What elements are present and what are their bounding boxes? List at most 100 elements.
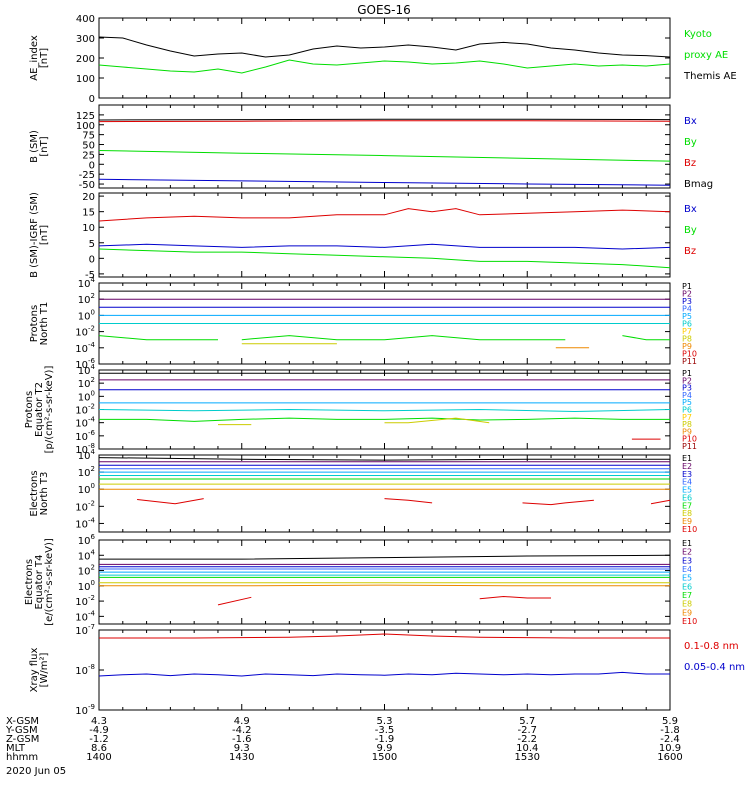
y-axis-label: [nT] <box>39 48 50 68</box>
ephemeris-value: -2.2 <box>517 734 537 745</box>
y-tick-label: 10-9 <box>75 703 95 717</box>
y-tick-label: 10-6 <box>75 429 95 443</box>
y-tick-label: 106 <box>78 533 96 547</box>
series-line <box>98 457 670 461</box>
y-axis-label: Equator T2 <box>34 382 45 437</box>
y-tick-label: 400 <box>76 14 95 25</box>
legend-entry: E8 <box>682 509 692 518</box>
legend-entry: E10 <box>682 617 697 626</box>
ephemeris-value: 9.9 <box>377 743 393 754</box>
y-tick-label: 10-4 <box>75 609 95 623</box>
ephemeris-value: -4.9 <box>89 725 109 736</box>
legend-entry: Kyoto <box>684 29 712 40</box>
series-line <box>99 554 671 560</box>
ephemeris-label: Y-GSM <box>5 725 38 736</box>
legend-entry: P3 <box>682 384 692 393</box>
legend-entry: P5 <box>682 398 692 407</box>
legend-entry: E6 <box>682 493 692 502</box>
ephemeris-value: -1.8 <box>660 725 680 736</box>
panel-3: -5 0 5 10 15 20 B (SM)-IGRF (SM) [nT] Bx By Bz <box>29 192 697 281</box>
legend-entry: P5 <box>682 312 692 321</box>
legend-entry: P1 <box>682 369 692 378</box>
y-tick-label: 104 <box>78 276 96 290</box>
y-axis-label: Equator T4 <box>34 555 45 610</box>
series-line <box>98 335 218 341</box>
legend-entry: E7 <box>682 591 692 600</box>
y-axis-label: Protons <box>24 391 35 428</box>
series-line <box>137 498 204 505</box>
y-tick-label: 15 <box>82 208 95 219</box>
y-tick-label: 10-2 <box>75 594 95 608</box>
legend-entry: E5 <box>682 574 692 583</box>
legend-entry: Bmag <box>684 179 713 190</box>
legend-entry: E2 <box>682 462 692 471</box>
y-axis-label: Protons <box>29 305 40 342</box>
legend-entry: P10 <box>682 350 697 359</box>
legend-entry: P10 <box>682 435 697 444</box>
y-axis-label: Xray flux <box>29 648 40 693</box>
panel-frame <box>98 192 671 278</box>
y-axis-label: North T1 <box>39 302 50 346</box>
legend-entry: E9 <box>682 608 692 617</box>
legend-entry: E8 <box>682 600 692 609</box>
series-line <box>622 335 670 341</box>
series-line <box>98 36 671 58</box>
y-tick-label: 10-4 <box>75 416 95 430</box>
y-axis-label: B (SM)-IGRF (SM) <box>29 192 40 278</box>
y-tick-label: 0 <box>89 254 95 265</box>
legend-entry: E4 <box>682 565 692 574</box>
series-line <box>98 59 671 74</box>
series-line <box>99 584 670 587</box>
y-axis-label: North T3 <box>39 472 50 516</box>
y-tick-label: 10-2 <box>75 499 95 513</box>
y-axis-label: [W/m²] <box>39 652 50 687</box>
legend-entry: By <box>684 225 697 236</box>
ephemeris-value: 10.9 <box>659 743 681 754</box>
y-tick-label: 50 <box>82 141 95 152</box>
series-line <box>98 671 670 677</box>
y-tick-label: 102 <box>78 564 95 578</box>
legend-entry: proxy AE <box>684 50 728 61</box>
y-axis-label: [nT] <box>39 136 50 156</box>
panel-frame <box>98 454 671 533</box>
y-tick-label: -5 <box>85 270 95 281</box>
series-line <box>479 595 551 600</box>
legend-entry: P8 <box>682 420 692 429</box>
ephemeris-value: 5.7 <box>519 716 535 727</box>
series-line <box>99 417 670 422</box>
legend-entry: E1 <box>682 454 692 463</box>
y-axis-label: [p/(cm²-s-sr-keV)] <box>44 366 55 454</box>
series-line <box>99 633 670 639</box>
legend-entry: P9 <box>682 342 692 351</box>
series-line <box>650 499 671 505</box>
y-tick-label: 10-4 <box>75 341 95 355</box>
y-tick-label: 25 <box>82 150 95 161</box>
legend-entry: E3 <box>682 470 692 479</box>
y-tick-label: 20 <box>82 192 95 203</box>
legend-entry: By <box>684 137 697 148</box>
y-axis-label: Electrons <box>29 470 40 516</box>
ephemeris-value: -1.9 <box>375 734 395 745</box>
legend-entry: Bz <box>684 158 696 169</box>
series-line <box>384 417 490 424</box>
legend-entry: Themis AE <box>683 71 737 82</box>
legend-entry: P8 <box>682 335 692 344</box>
legend-entry: E4 <box>682 478 692 487</box>
ephemeris-value: -4.2 <box>232 725 252 736</box>
panel-1: 0 100 200 300 400 AE_index [nT] Kyoto proxy AE Th… <box>29 14 737 105</box>
legend-entry: E2 <box>682 548 692 557</box>
series-line <box>98 118 671 121</box>
ephemeris-value: 4.3 <box>91 716 107 727</box>
ephemeris-value: 4.9 <box>234 716 250 727</box>
y-tick-label: -25 <box>79 170 95 181</box>
series-line <box>98 248 671 269</box>
ephemeris-label: MLT <box>6 743 26 754</box>
y-tick-label: 0 <box>89 160 95 171</box>
panel-8: 10-9 10-8 10-7 Xray flux [W/m²] 0.1-0.8 nm 0.0… <box>29 623 745 717</box>
y-tick-label: 102 <box>78 465 95 479</box>
ephemeris-value: 1600 <box>657 752 682 763</box>
legend-entry: P6 <box>682 406 692 415</box>
y-tick-label: 102 <box>78 376 95 390</box>
